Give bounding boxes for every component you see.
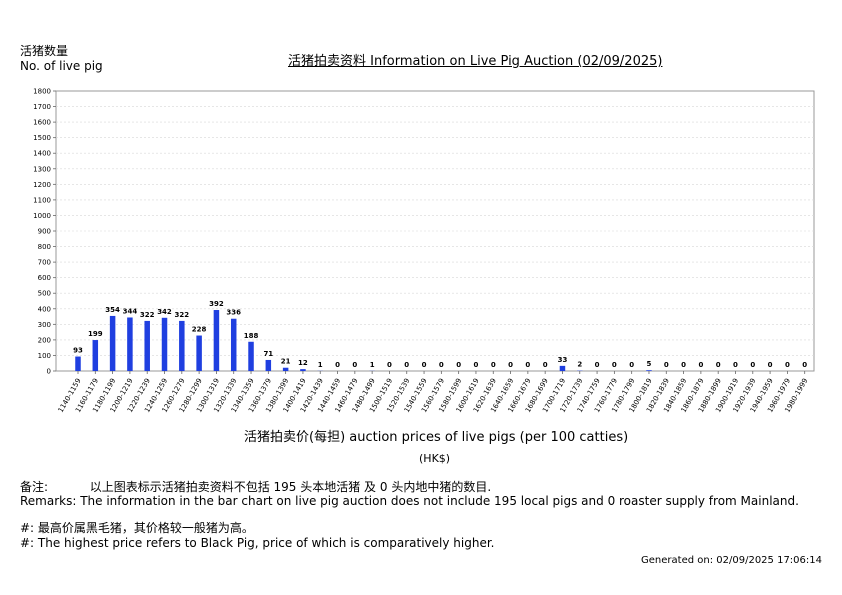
bar — [109, 315, 116, 371]
bar-value-label: 0 — [716, 361, 721, 369]
bar-value-label: 0 — [595, 361, 600, 369]
chart-title: 活猪拍卖资料 Information on Live Pig Auction (… — [288, 54, 663, 69]
bar-value-label: 1 — [370, 361, 375, 369]
bar-value-label: 0 — [612, 361, 617, 369]
x-axis-unit: (HK$) — [419, 452, 451, 465]
y-tick-label: 1000 — [33, 212, 51, 220]
bar-value-label: 322 — [140, 311, 155, 319]
bar — [230, 318, 237, 371]
y-tick-label: 1300 — [33, 165, 51, 173]
y-tick-label: 900 — [38, 228, 51, 236]
bar-value-label: 0 — [335, 361, 340, 369]
generated-timestamp: Generated on: 02/09/2025 17:06:14 — [641, 555, 822, 566]
bar-value-label: 0 — [525, 361, 530, 369]
bar — [196, 335, 202, 371]
y-tick-label: 1200 — [33, 181, 51, 189]
bar — [300, 369, 306, 371]
y-axis-label-chinese: 活猪数量 — [20, 44, 69, 58]
y-axis-label-english: No. of live pig — [20, 59, 103, 73]
y-tick-label: 600 — [38, 274, 51, 282]
bar-value-label: 0 — [404, 361, 409, 369]
bar — [161, 317, 168, 371]
bar-value-label: 0 — [664, 361, 669, 369]
y-tick-label: 1400 — [33, 150, 51, 158]
note-english: #: The highest price refers to Black Pig… — [20, 536, 495, 550]
bar-value-label: 33 — [558, 356, 568, 364]
remarks-chinese-text: 以上图表标示活猪拍卖资料不包括 195 头本地活猪 及 0 头内地中猪的数目. — [89, 480, 492, 494]
bar-value-label: 5 — [647, 360, 652, 368]
bar — [179, 320, 185, 371]
y-tick-label: 1600 — [33, 119, 51, 127]
y-tick-label: 100 — [38, 352, 51, 360]
bar-value-label: 0 — [681, 361, 686, 369]
bar-value-label: 0 — [491, 361, 496, 369]
remarks-chinese: 备注: 以上图表标示活猪拍卖资料不包括 195 头本地活猪 及 0 头内地中猪的… — [20, 478, 491, 495]
y-tick-label: 1800 — [33, 88, 51, 96]
bar-value-label: 0 — [387, 361, 392, 369]
bar-value-label: 12 — [298, 359, 308, 367]
bar-value-label: 0 — [456, 361, 461, 369]
bar-value-label: 0 — [733, 361, 738, 369]
bar-value-label: 21 — [281, 358, 291, 366]
bar-value-label: 354 — [105, 306, 120, 314]
bar — [559, 365, 566, 371]
y-tick-label: 500 — [38, 290, 51, 298]
y-tick-label: 300 — [38, 321, 51, 329]
bar-value-label: 2 — [577, 361, 582, 369]
bar-value-label: 0 — [785, 361, 790, 369]
bar-value-label: 0 — [422, 361, 427, 369]
bar-value-label: 0 — [768, 361, 773, 369]
y-tick-label: 0 — [47, 368, 51, 376]
y-tick-label: 1700 — [33, 103, 51, 111]
bar-value-label: 0 — [543, 361, 548, 369]
y-tick-label: 200 — [38, 336, 51, 344]
bar-value-label: 199 — [88, 330, 103, 338]
bar-value-label: 0 — [750, 361, 755, 369]
bar-value-label: 0 — [698, 361, 703, 369]
bar-value-label: 392 — [209, 300, 224, 308]
bar-value-label: 188 — [244, 332, 259, 340]
bar-value-label: 322 — [175, 311, 190, 319]
bar-value-label: 336 — [226, 309, 241, 317]
bar-value-label: 71 — [263, 350, 273, 358]
bar-value-label: 0 — [508, 361, 513, 369]
bar — [127, 317, 133, 371]
bar-value-label: 0 — [629, 361, 634, 369]
bar — [92, 340, 99, 371]
remarks-chinese-label: 备注: — [20, 480, 49, 494]
bar-value-label: 0 — [352, 361, 357, 369]
bar-value-label: 342 — [157, 308, 172, 316]
bar-value-label: 93 — [73, 347, 83, 355]
note-chinese: #: 最高价属黑毛猪，其价格较一般猪为高。 — [20, 521, 254, 535]
remarks-english: Remarks: The information in the bar char… — [20, 494, 799, 508]
bar-value-label: 228 — [192, 326, 207, 334]
bar — [282, 367, 289, 371]
bar — [144, 320, 150, 371]
bar — [265, 359, 272, 371]
y-tick-label: 400 — [38, 305, 51, 313]
bar-value-label: 0 — [474, 361, 479, 369]
bar-value-label: 344 — [123, 307, 138, 315]
bar — [75, 356, 81, 371]
bar — [213, 310, 220, 371]
bar-value-label: 1 — [318, 361, 323, 369]
y-tick-label: 800 — [38, 243, 51, 251]
bar — [248, 341, 254, 371]
bar-value-label: 0 — [439, 361, 444, 369]
y-tick-label: 700 — [38, 259, 51, 267]
x-axis-label: 活猪拍卖价(每担) auction prices of live pigs (p… — [244, 430, 629, 445]
y-tick-label: 1100 — [33, 196, 51, 204]
y-tick-label: 1500 — [33, 134, 51, 142]
bar-value-label: 0 — [802, 361, 807, 369]
bar — [646, 370, 652, 371]
